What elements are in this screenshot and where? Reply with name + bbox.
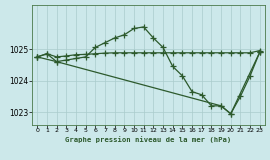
X-axis label: Graphe pression niveau de la mer (hPa): Graphe pression niveau de la mer (hPa) [65,136,232,143]
